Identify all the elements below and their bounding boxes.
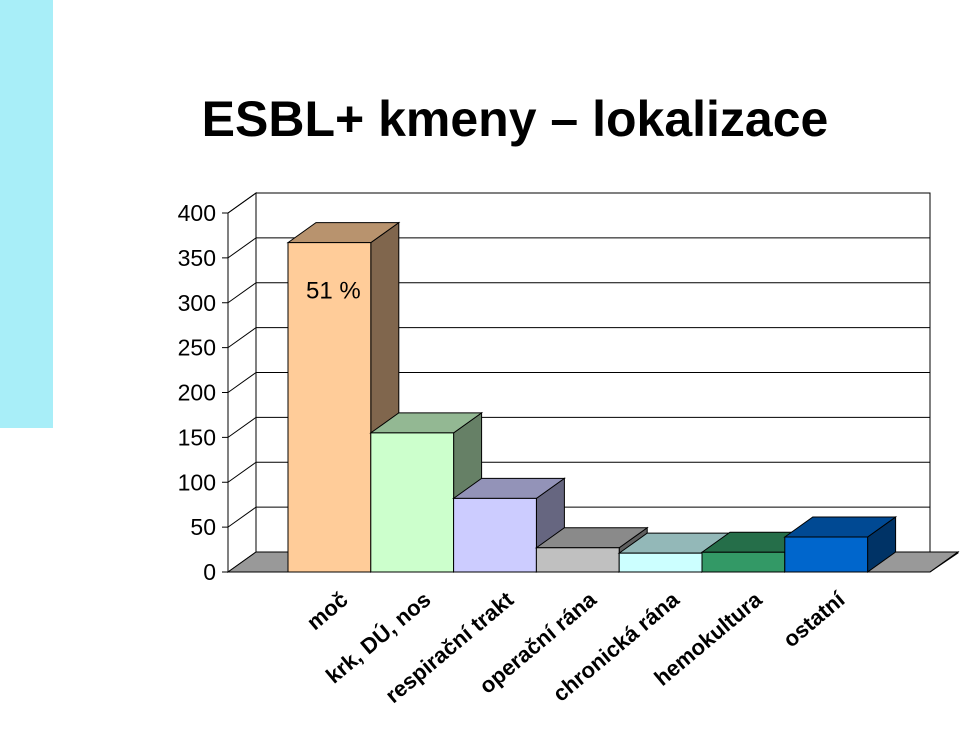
chart-title: ESBL+ kmeny – lokalizace — [201, 91, 829, 147]
y-tick-label: 200 — [178, 380, 216, 406]
bar-front — [701, 551, 786, 573]
gridline-side — [227, 372, 257, 393]
y-tick-label: 400 — [178, 200, 216, 226]
y-axis: 0 50 100 150 200 250 300 350 400 — [178, 200, 229, 585]
bar-front — [287, 242, 372, 573]
bar-front — [370, 432, 455, 573]
y-tick-label: 50 — [190, 514, 216, 540]
annotations: 51 % — [306, 278, 361, 305]
y-tick-label: 150 — [178, 424, 216, 450]
bar-front — [784, 536, 869, 573]
gridline-side — [227, 282, 257, 304]
y-tick-label: 350 — [178, 245, 216, 271]
gridline-side — [227, 237, 257, 259]
annotation-label: 51 % — [306, 278, 361, 305]
gridline-side — [227, 416, 257, 438]
bar-front — [453, 497, 537, 573]
y-tick-label: 100 — [178, 469, 216, 495]
gridline-side — [227, 506, 257, 528]
bar-front — [535, 547, 620, 573]
gridline-side — [227, 461, 257, 483]
y-tick-label: 300 — [178, 290, 216, 316]
bars — [286, 221, 898, 573]
y-tick-label: 0 — [203, 559, 216, 585]
gridline-side — [227, 192, 257, 214]
bar-front — [618, 552, 703, 573]
accent-strip — [0, 0, 53, 428]
y-tick-label: 250 — [178, 335, 216, 361]
category-label: ostatní — [778, 586, 850, 652]
gridline-side — [227, 327, 257, 349]
bar-7 — [783, 516, 898, 573]
category-label: moč — [302, 587, 353, 635]
